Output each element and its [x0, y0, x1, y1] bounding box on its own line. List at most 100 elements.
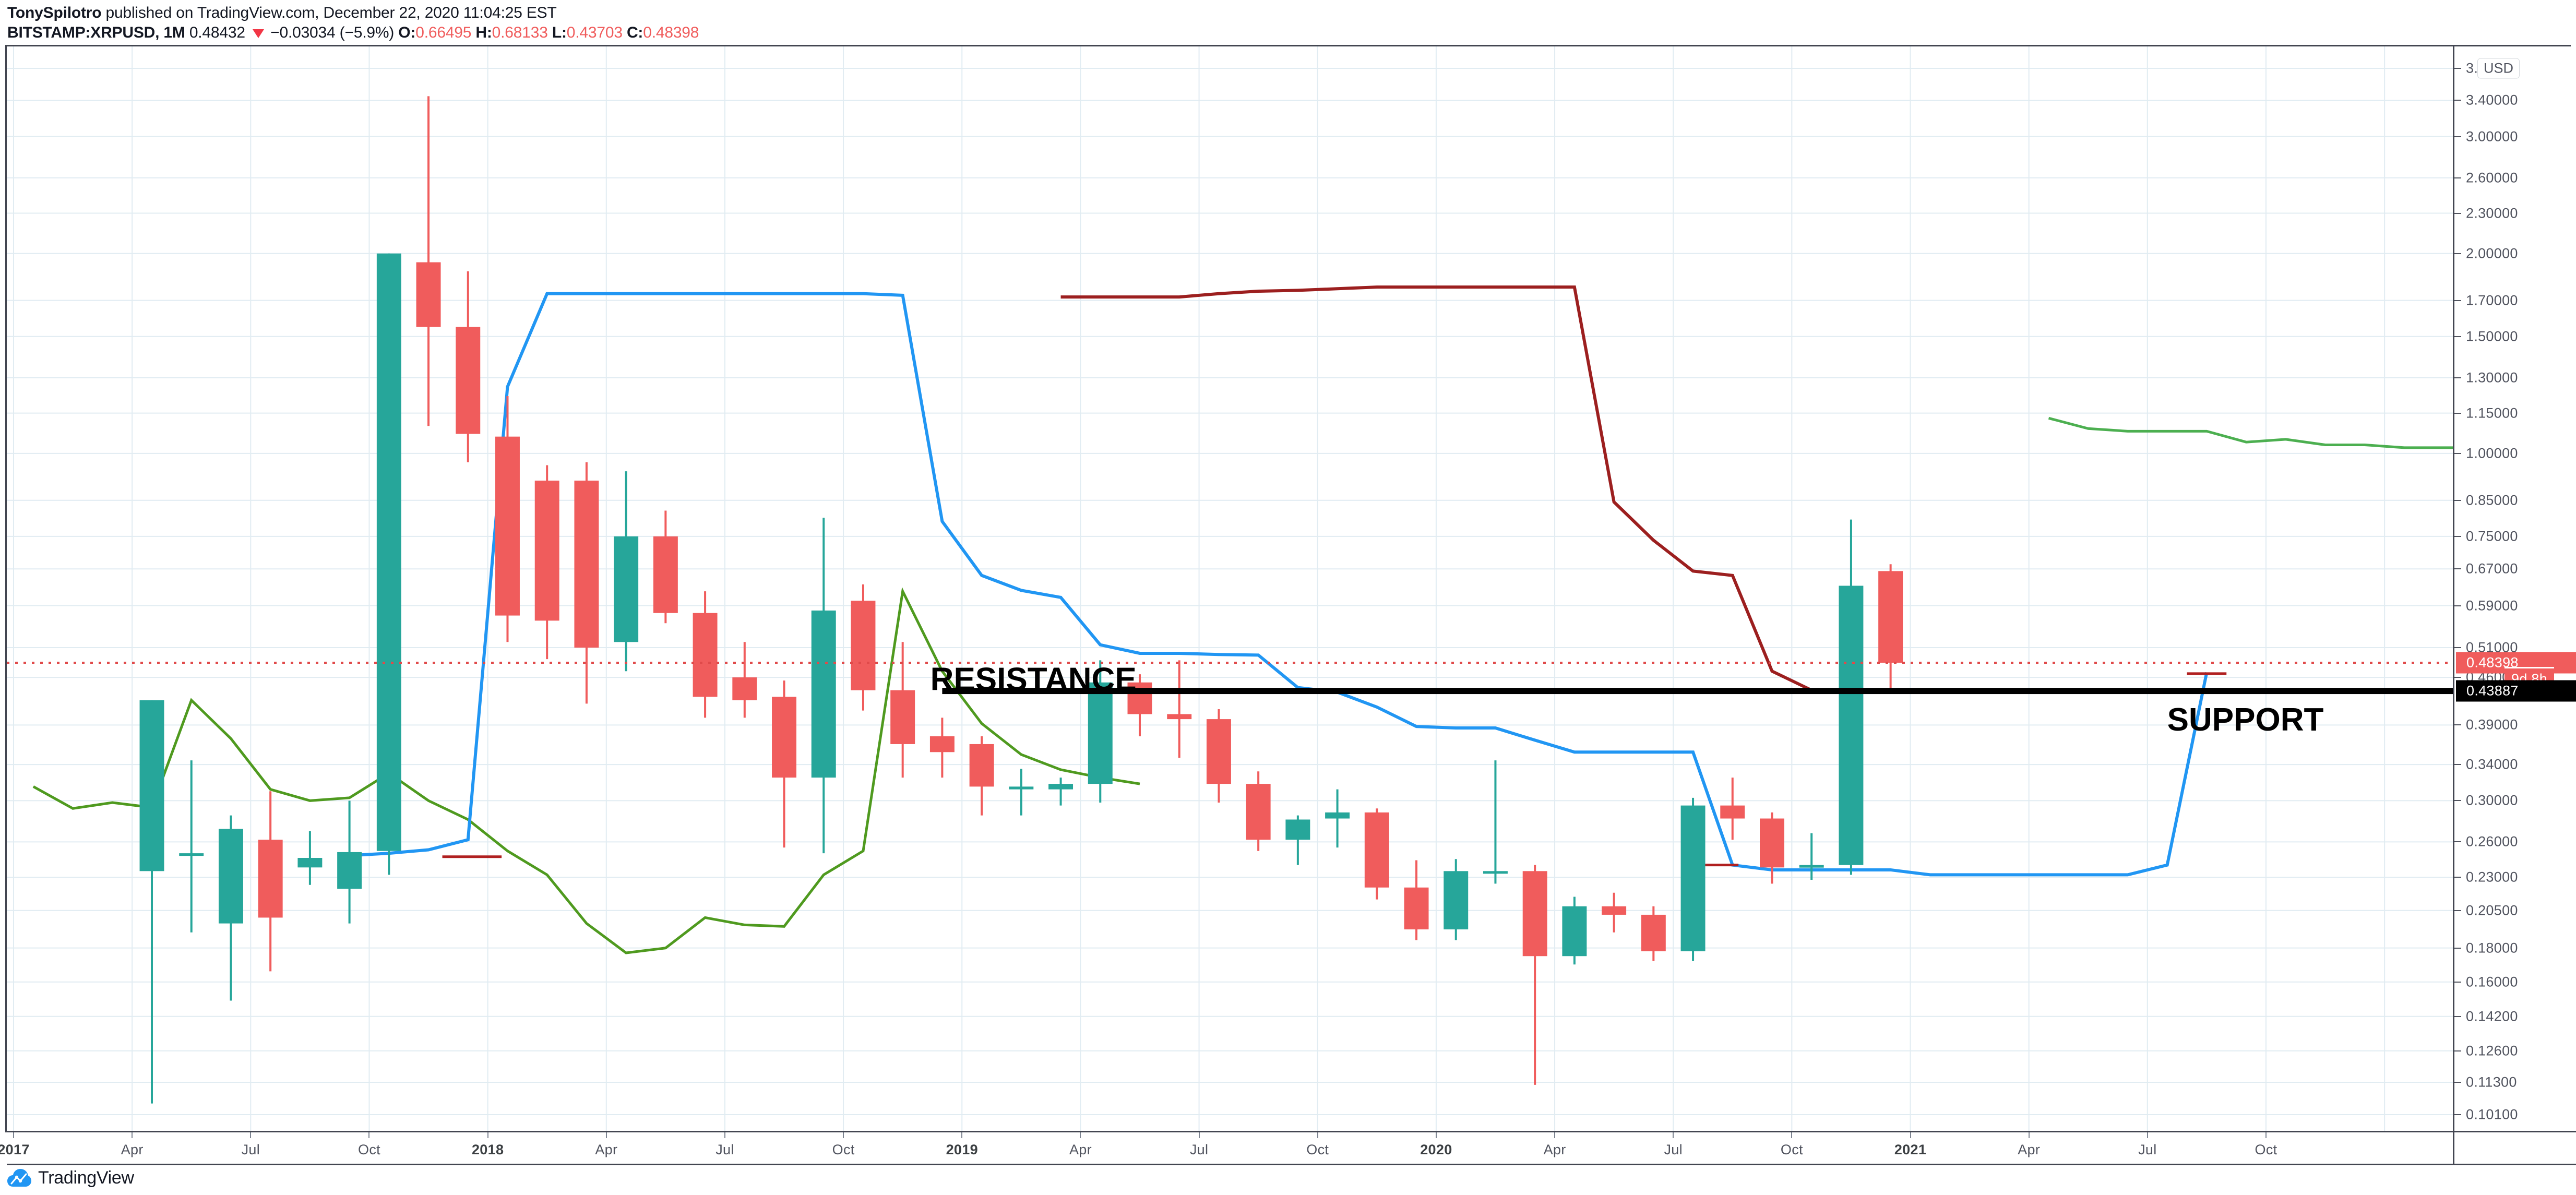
time-tick-mark: [1198, 1132, 1200, 1138]
candle-body: [1404, 887, 1429, 930]
price-tick-mark: [2454, 677, 2461, 678]
symbol-quote-line: BITSTAMP:XRPUSD, 1M 0.48432 −0.03034 (−5…: [7, 24, 699, 42]
time-tick-mark: [1080, 1132, 1081, 1138]
candle-body: [811, 610, 836, 778]
high-label: H:: [475, 24, 492, 41]
time-tick-label: Apr: [1069, 1142, 1092, 1157]
price-tick-mark: [2454, 764, 2461, 766]
candle-body: [772, 697, 796, 778]
candle-body: [297, 858, 323, 868]
price-tick-label: 0.30000: [2466, 792, 2518, 808]
chart-frame: [5, 45, 2571, 1132]
open-label: O:: [398, 24, 416, 41]
time-tick-mark: [1435, 1132, 1437, 1138]
support-price-badge: 0.43887: [2456, 680, 2576, 702]
chart-plot-area[interactable]: RESISTANCE SUPPORT: [7, 46, 2453, 1131]
candle-body: [693, 613, 718, 697]
change-absolute: −0.03034: [270, 24, 336, 41]
candle-body: [1602, 906, 1627, 915]
price-tick-mark: [2454, 100, 2461, 101]
price-tick-label: 1.15000: [2466, 405, 2518, 421]
indicator-green-future-line: [2048, 416, 2453, 449]
price-tick-label: 0.10100: [2466, 1106, 2518, 1122]
time-tick-label: 2018: [471, 1142, 504, 1157]
time-tick-label: Jul: [715, 1142, 734, 1157]
tradingview-wordmark: TradingView: [38, 1168, 134, 1188]
price-tick-mark: [2454, 724, 2461, 726]
candle-body: [851, 601, 876, 690]
price-tick-mark: [2454, 1114, 2461, 1116]
price-tick-label: 0.59000: [2466, 598, 2518, 613]
candle-body: [653, 536, 678, 613]
time-tick-label: Oct: [2255, 1142, 2277, 1157]
time-axis[interactable]: 2017 Apr Jul Oct 2018 Apr Jul Oct 2019 Apr Jul Oct 2…: [0, 1131, 2576, 1165]
candle-body: [1246, 784, 1271, 840]
price-tick-mark: [2454, 877, 2461, 878]
candle-body: [1522, 871, 1547, 957]
time-tick-mark: [1554, 1132, 1556, 1138]
price-tick-label: 0.39000: [2466, 716, 2518, 733]
price-tick-label: 0.85000: [2466, 492, 2518, 508]
price-tick-mark: [2454, 841, 2461, 843]
chart-canvas: RESISTANCE SUPPORT: [7, 46, 2453, 1131]
time-tick-label: Oct: [1780, 1142, 1803, 1157]
publisher-line: TonySpilotro published on TradingView.co…: [7, 4, 557, 22]
price-tick-mark: [2454, 535, 2461, 537]
price-tick-mark: [2454, 800, 2461, 802]
candle-body: [1641, 914, 1666, 951]
annotation-support: SUPPORT: [2167, 702, 2324, 738]
candle-body: [1088, 682, 1113, 784]
candle-body: [337, 852, 362, 889]
candle-body: [139, 700, 164, 871]
candle-body: [416, 262, 441, 327]
time-tick-mark: [1673, 1132, 1674, 1138]
time-tick-mark: [132, 1132, 133, 1138]
time-tick-mark: [1791, 1132, 1793, 1138]
price-tick-label: 0.16000: [2466, 974, 2518, 990]
price-tick-mark: [2454, 212, 2461, 214]
price-tick-label: 0.14200: [2466, 1008, 2518, 1024]
close-label: C:: [626, 24, 643, 41]
price-tick-label: 1.30000: [2466, 369, 2518, 386]
candle-body: [495, 436, 520, 616]
candle-body: [890, 690, 915, 744]
time-tick-label: Apr: [595, 1142, 618, 1157]
price-tick-label: 0.67000: [2466, 560, 2518, 577]
time-tick-mark: [2028, 1132, 2030, 1138]
low-label: L:: [552, 24, 567, 41]
indicator-blue-kijun-line: [349, 292, 2209, 877]
time-tick-mark: [2146, 1132, 2148, 1138]
symbol-label: BITSTAMP:XRPUSD, 1M: [7, 24, 185, 41]
high-value: 0.68133: [492, 24, 548, 41]
time-tick-label: Oct: [832, 1142, 855, 1157]
currency-badge[interactable]: USD: [2477, 58, 2520, 79]
price-tick-mark: [2454, 177, 2461, 178]
candle-body: [1048, 784, 1074, 790]
price-axis[interactable]: 3.800003.400003.000002.600002.300002.000…: [2453, 46, 2576, 1131]
time-tick-mark: [13, 1132, 14, 1138]
candle-body: [456, 327, 481, 434]
price-tick-label: 1.50000: [2466, 328, 2518, 344]
arrow-down-icon: [253, 29, 264, 38]
time-tick-mark: [250, 1132, 252, 1138]
close-value: 0.48398: [643, 24, 699, 41]
tradingview-branding: TradingView: [7, 1168, 134, 1188]
open-value: 0.66495: [415, 24, 472, 41]
price-tick-label: 1.00000: [2466, 445, 2518, 461]
time-tick-mark: [1910, 1132, 1911, 1138]
candle-body: [1127, 682, 1152, 714]
price-tick-mark: [2454, 300, 2461, 301]
time-tick-label: Apr: [2018, 1142, 2041, 1157]
time-tick-label: Apr: [121, 1142, 144, 1157]
candle-body: [1167, 714, 1192, 720]
price-tick-mark: [2454, 499, 2461, 501]
time-tick-mark: [2265, 1132, 2267, 1138]
price-tick-label: 0.12600: [2466, 1043, 2518, 1059]
chart-header: TonySpilotro published on TradingView.co…: [0, 0, 2576, 45]
price-tick-mark: [2454, 136, 2461, 137]
candle-body: [1483, 871, 1508, 874]
time-axis-separator: [2453, 1131, 2454, 1165]
price-tick-mark: [2454, 981, 2461, 983]
support-resistance-line: [942, 688, 2453, 695]
